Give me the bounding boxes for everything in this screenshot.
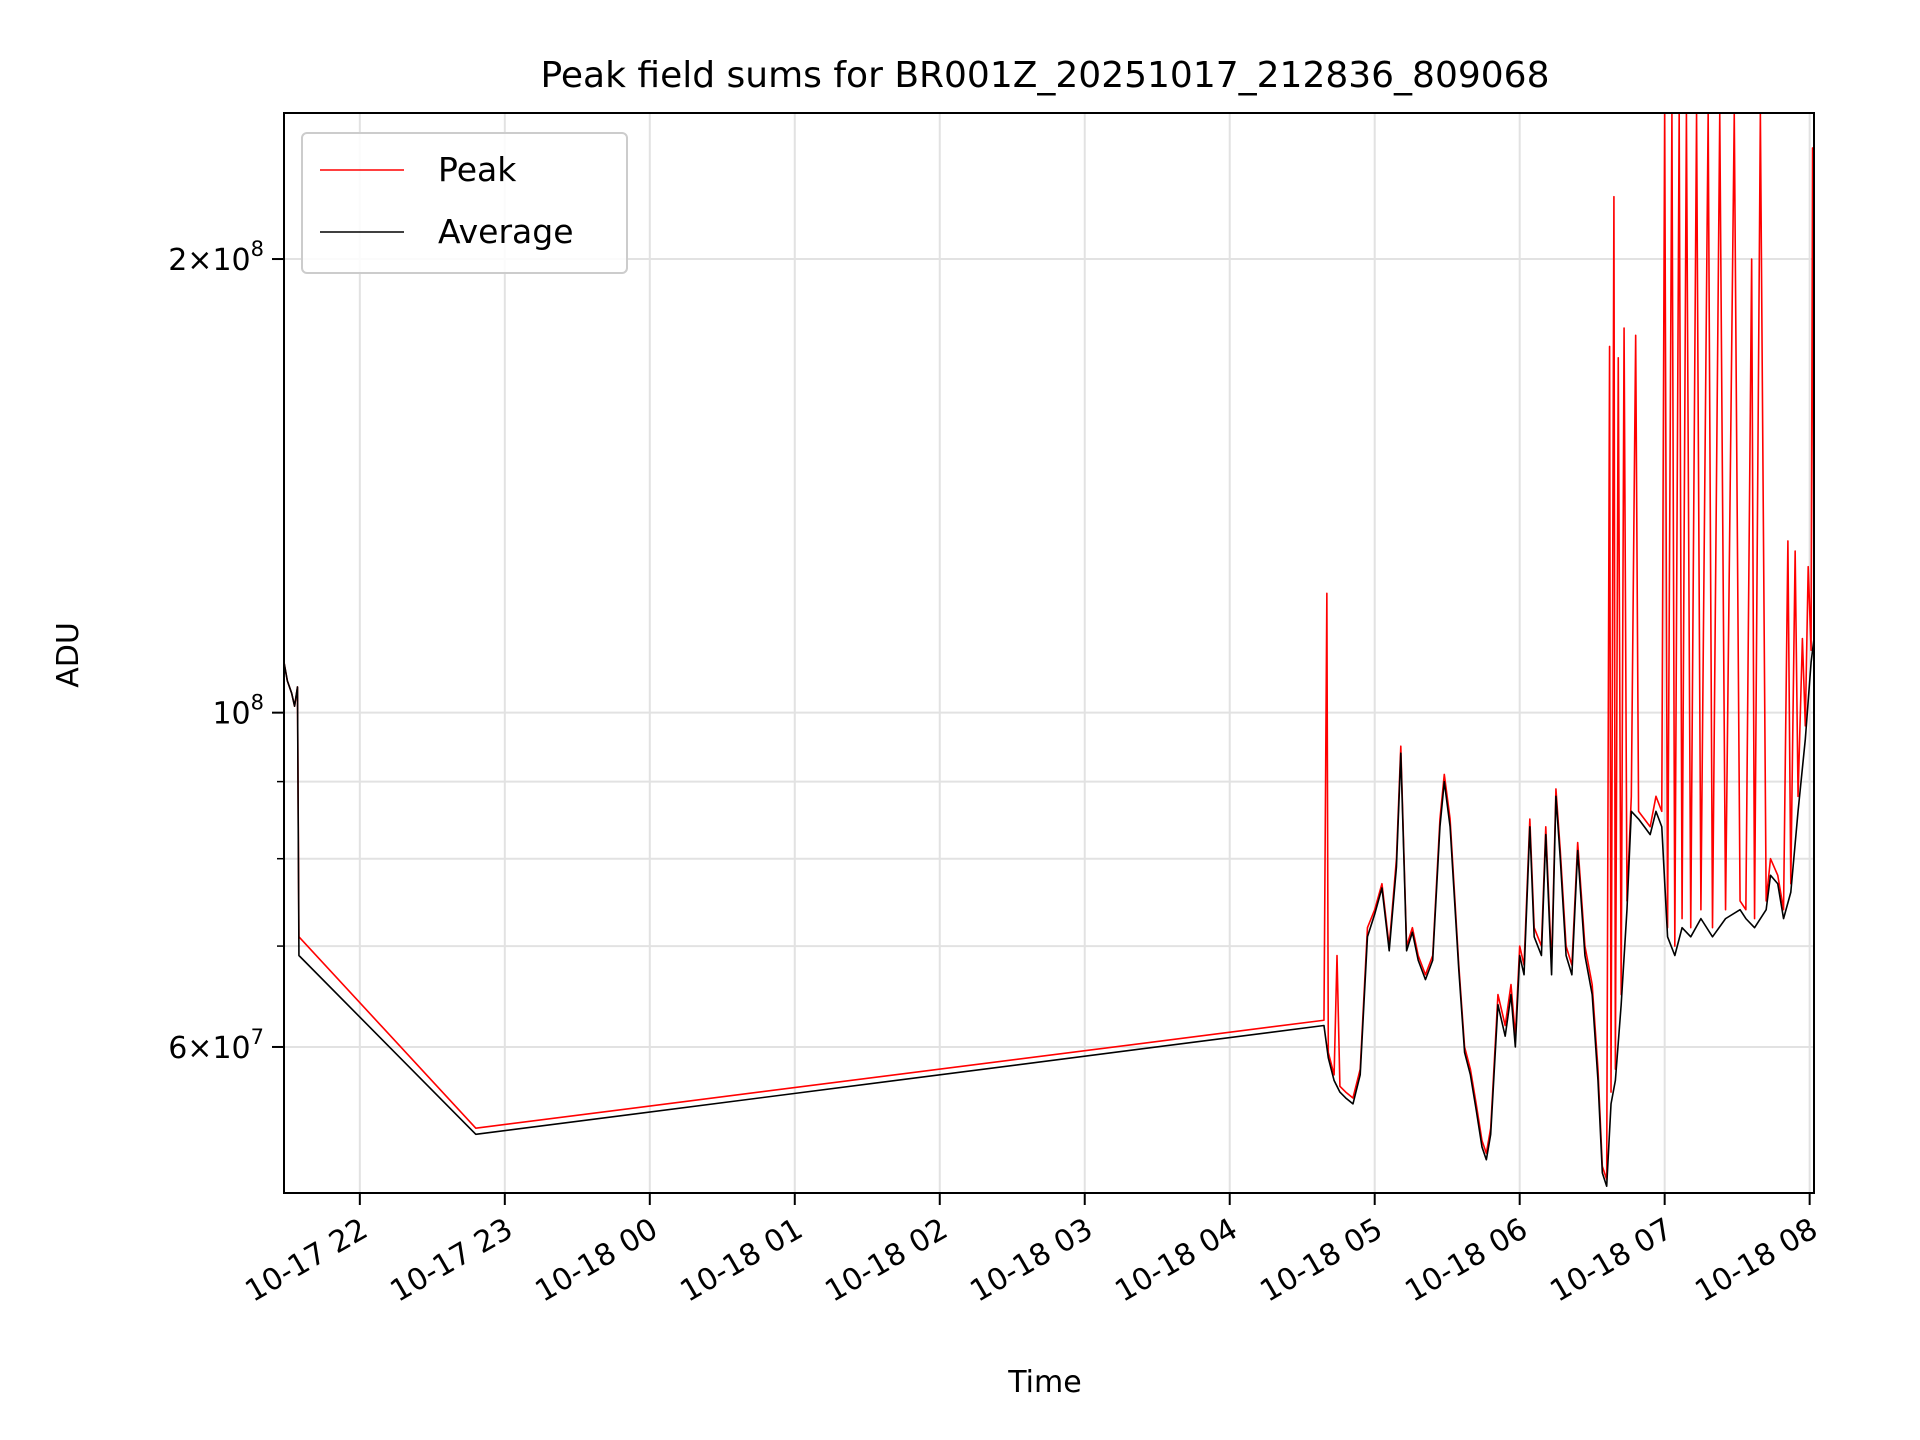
x-axis-label: Time: [1007, 1365, 1081, 1400]
legend-box: [301, 132, 628, 274]
series-line-average: [284, 638, 1814, 1188]
legend: Peak Average: [301, 132, 628, 274]
y-tick-exponent: 8: [251, 691, 264, 715]
y-tick-base: 2×10: [168, 243, 250, 278]
y-tick-label: 6×107: [168, 1025, 264, 1066]
legend-label-peak: Peak: [438, 150, 517, 189]
chart-title: Peak field sums for BR001Z_20251017_2128…: [540, 55, 1549, 96]
y-tick-exponent: 7: [251, 1025, 264, 1049]
y-tick-label: 2×108: [168, 237, 264, 278]
plot-frame: [283, 112, 1815, 1194]
series-layer: [284, 113, 1814, 1188]
y-axis-label: ADU: [51, 622, 86, 688]
y-tick-label: 108: [212, 691, 264, 732]
y-tick-base: 6×10: [168, 1031, 250, 1066]
legend-label-average: Average: [438, 212, 574, 251]
y-tick-exponent: 8: [251, 237, 264, 261]
grid: [284, 113, 1814, 1193]
y-tick-base: 10: [212, 697, 250, 732]
